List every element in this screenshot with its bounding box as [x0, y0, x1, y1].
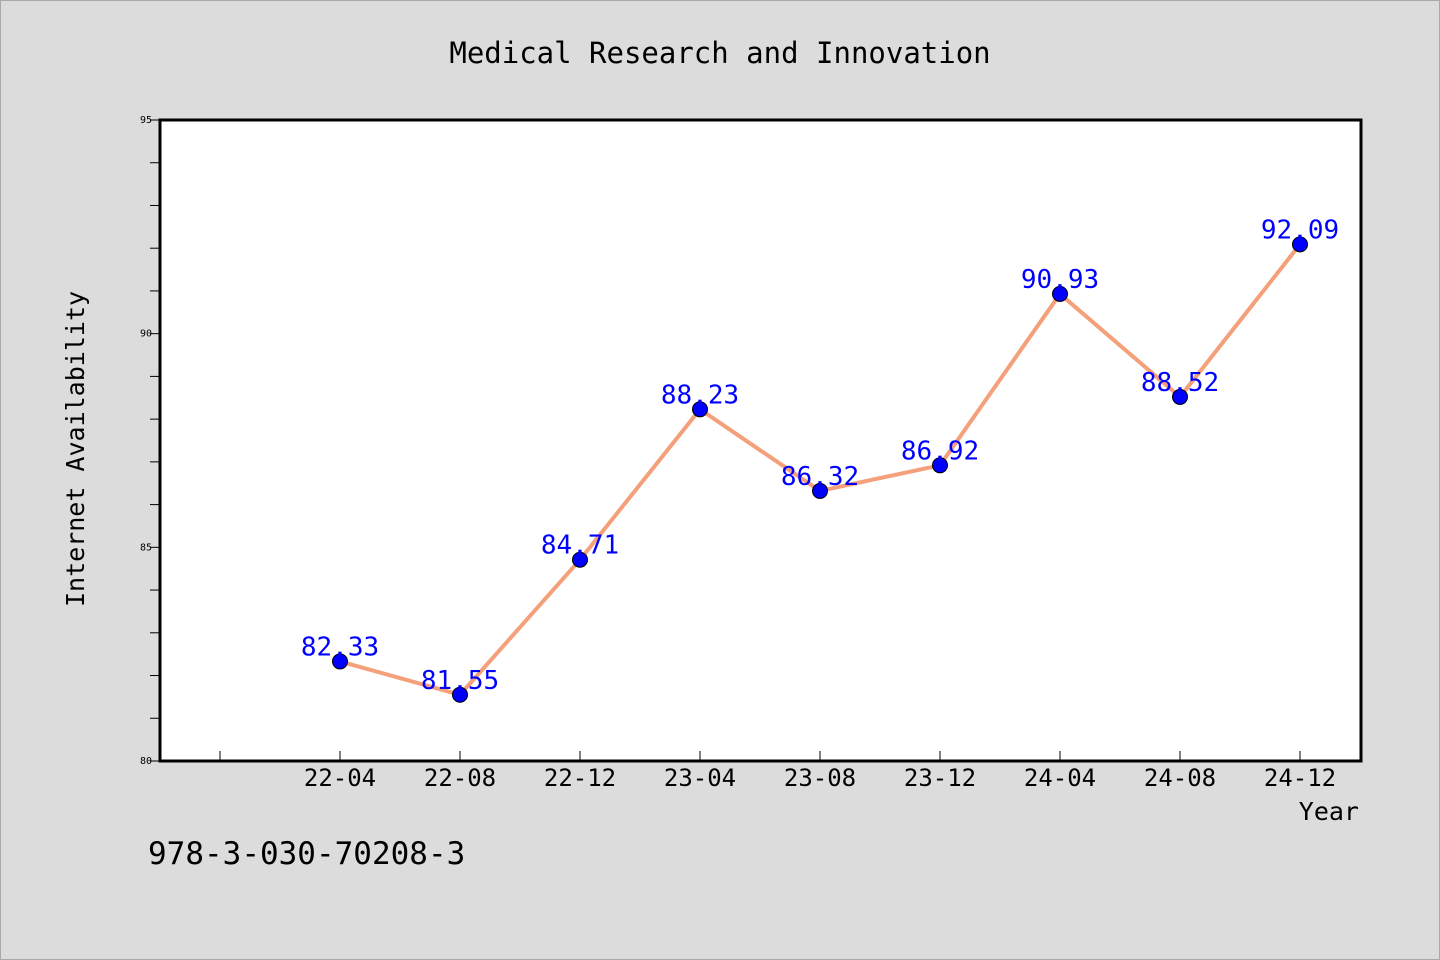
data-label: 81.55 [421, 666, 499, 696]
data-label: 90.93 [1021, 265, 1099, 295]
data-label: 86.92 [901, 436, 979, 466]
data-label: 92.09 [1261, 215, 1339, 245]
x-axis: 22-04 22-08 22-12 23-04 23-08 23-12 24-04 24-08… [219, 751, 1336, 792]
chart-title: Medical Research and Innovation [449, 36, 990, 70]
data-label: 88.23 [661, 380, 739, 410]
isbn-footnote: 978-3-030-70208-3 [148, 836, 465, 872]
data-label: 86.32 [781, 462, 859, 492]
data-point-marker [1052, 285, 1068, 302]
plot-area [158, 118, 1363, 763]
data-point-marker [452, 686, 468, 703]
data-point-marker [1172, 388, 1188, 405]
data-point-marker [812, 482, 828, 499]
data-point-marker [692, 401, 708, 418]
x-tick-label: 22-08 [424, 764, 496, 792]
x-tick-label: 22-04 [304, 764, 376, 792]
y-tick-label: 80 [140, 756, 152, 767]
data-label: 82.33 [301, 632, 379, 662]
y-tick-label: 95 [140, 115, 152, 126]
x-tick-label: 23-12 [904, 764, 976, 792]
y-axis: 80 85 90 95 [140, 115, 160, 767]
y-tick-label: 85 [140, 542, 152, 553]
data-point-marker [332, 653, 348, 670]
data-point-marker [572, 551, 588, 568]
x-tick-label: 22-12 [544, 764, 616, 792]
x-tick-label: 24-12 [1264, 764, 1336, 792]
x-tick-label: 23-04 [664, 764, 736, 792]
y-tick-label: 90 [140, 329, 152, 340]
data-point-marker [1292, 236, 1308, 253]
x-tick-label: 24-08 [1144, 764, 1216, 792]
y-axis-label: Internet Availability [61, 291, 90, 607]
markers-group [332, 236, 1308, 703]
x-axis-label: Year [1299, 797, 1359, 826]
x-tick-label: 23-08 [784, 764, 856, 792]
x-tick-label: 24-04 [1024, 764, 1096, 792]
data-point-marker [932, 457, 948, 474]
data-label: 88.52 [1141, 368, 1219, 398]
data-labels-group: 82.33 81.55 84.71 88.23 86.32 86.92 90.93 88.52… [301, 215, 1339, 695]
data-label: 84.71 [541, 531, 619, 561]
